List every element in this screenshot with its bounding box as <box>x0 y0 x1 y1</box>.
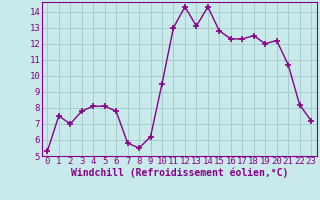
X-axis label: Windchill (Refroidissement éolien,°C): Windchill (Refroidissement éolien,°C) <box>70 168 288 178</box>
